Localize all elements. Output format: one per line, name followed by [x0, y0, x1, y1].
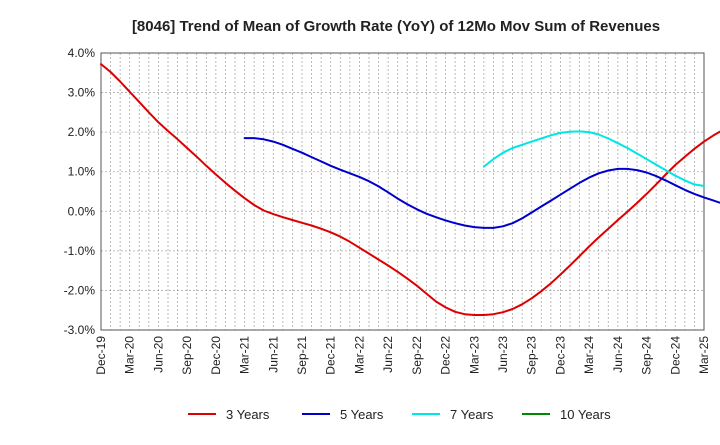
y-tick-label: 2.0% — [68, 125, 96, 139]
x-tick-label: Dec-22 — [439, 336, 453, 375]
legend-label-5-years: 5 Years — [340, 407, 384, 422]
x-tick-label: Sep-23 — [525, 336, 539, 375]
x-tick-label: Jun-23 — [496, 336, 510, 373]
plot-area-border — [100, 52, 705, 331]
x-tick-label: Sep-20 — [180, 336, 194, 375]
x-tick-label: Sep-24 — [640, 336, 654, 375]
x-tick-label: Mar-20 — [123, 336, 137, 374]
x-tick-label: Dec-23 — [553, 336, 567, 375]
series-layer — [100, 63, 720, 316]
x-axis-ticks: Dec-19 Mar-20 Jun-20 Sep-20 Dec-20 Mar-21 Jun-… — [94, 336, 711, 375]
x-tick-label: Jun-24 — [611, 336, 625, 373]
y-tick-label: -2.0% — [64, 283, 96, 297]
y-axis-ticks: 4.0% 3.0% 2.0% 1.0% 0.0% -1.0% -2.0% -3.0% — [64, 46, 96, 337]
x-tick-label: Jun-21 — [266, 336, 280, 373]
series-line-3-years — [100, 63, 720, 316]
x-tick-label: Jun-22 — [381, 336, 395, 373]
x-tick-label: Mar-23 — [467, 336, 481, 374]
series-line-5-years — [243, 137, 720, 229]
x-tick-label: Mar-25 — [697, 336, 711, 374]
legend-label-7-years: 7 Years — [450, 407, 494, 422]
chart-title: [8046] Trend of Mean of Growth Rate (YoY… — [132, 18, 660, 35]
y-tick-label: -1.0% — [64, 244, 96, 258]
x-tick-label: Dec-21 — [324, 336, 338, 375]
x-tick-label: Jun-20 — [151, 336, 165, 373]
x-tick-label: Dec-20 — [209, 336, 223, 375]
y-tick-label: 3.0% — [68, 86, 96, 100]
series-line-7-years — [482, 130, 705, 187]
legend-label-3-years: 3 Years — [226, 407, 270, 422]
x-tick-label: Sep-21 — [295, 336, 309, 375]
x-tick-label: Dec-24 — [668, 336, 682, 375]
y-tick-label: -3.0% — [64, 323, 96, 337]
x-tick-label: Dec-19 — [94, 336, 108, 375]
x-tick-label: Sep-22 — [410, 336, 424, 375]
legend-label-10-years: 10 Years — [560, 407, 611, 422]
x-tick-label: Mar-22 — [352, 336, 366, 374]
x-tick-label: Mar-21 — [238, 336, 252, 374]
x-tick-label: Mar-24 — [582, 336, 596, 374]
y-tick-label: 0.0% — [68, 204, 96, 218]
legend: 3 Years 5 Years 7 Years 10 Years — [188, 407, 611, 422]
y-tick-label: 1.0% — [68, 165, 96, 179]
y-tick-label: 4.0% — [68, 46, 96, 60]
grid-layer — [101, 53, 704, 330]
